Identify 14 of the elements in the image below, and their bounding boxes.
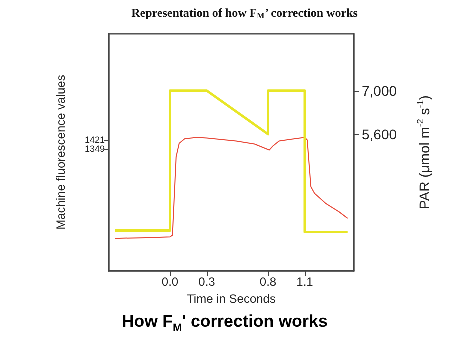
y-axis-title: Machine fluorescence values: [54, 75, 68, 230]
y2-tick-label: 5,600: [362, 126, 398, 142]
y2-tick-label: 7,000: [362, 82, 398, 99]
y2-axis-title: PAR (μmol m-2 s-1): [416, 96, 432, 210]
line-series: [114, 90, 350, 234]
x-tick-label: 0.8: [260, 275, 277, 290]
x-tick-label: 0.0: [162, 275, 179, 290]
line-series: [114, 137, 348, 240]
y-tick-label: 1349: [84, 144, 105, 154]
x-axis-title: Time in Seconds: [187, 292, 276, 306]
x-tick-label: 1.1: [296, 275, 314, 290]
x-tick-label: 0.3: [198, 275, 216, 290]
text: How F$_{M}$' correction works: [121, 311, 329, 336]
y-tick-label: 1421: [84, 135, 105, 146]
